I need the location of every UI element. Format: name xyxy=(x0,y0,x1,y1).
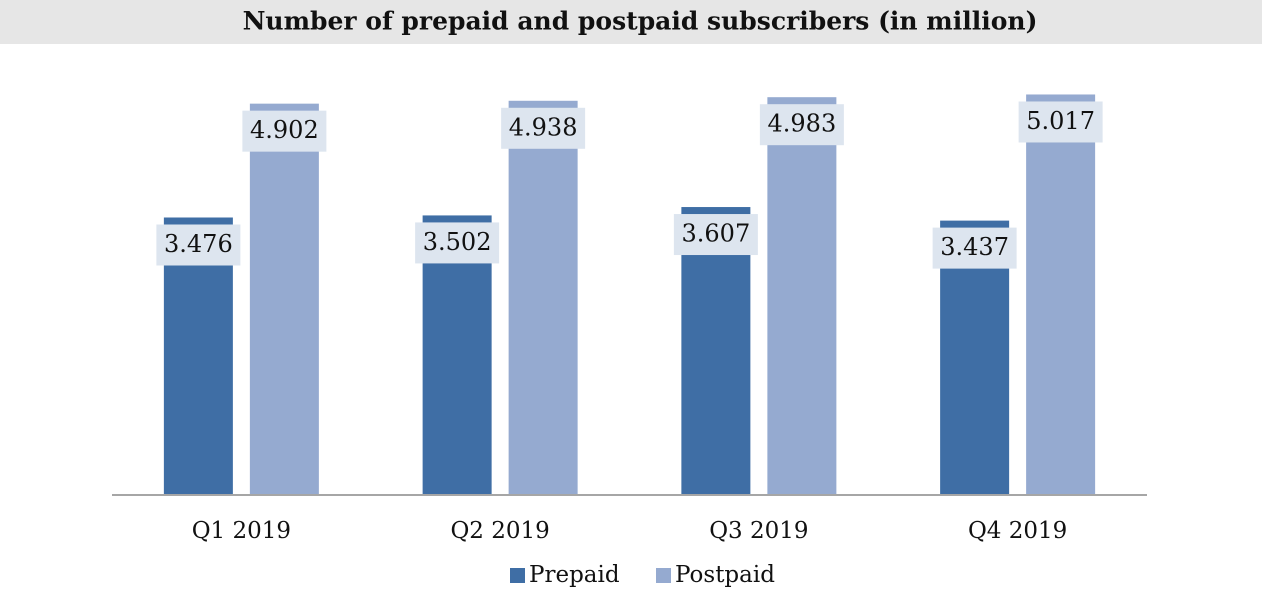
value-label: 3.437 xyxy=(940,233,1009,261)
value-label-box xyxy=(673,214,758,256)
value-label-box xyxy=(242,110,327,152)
bar xyxy=(508,100,578,496)
value-label: 5.017 xyxy=(1026,107,1095,135)
value-label-box xyxy=(415,222,500,264)
bar xyxy=(767,97,837,496)
value-label: 3.502 xyxy=(423,228,492,256)
value-label: 3.607 xyxy=(682,220,751,248)
x-tick-label: Q1 2019 xyxy=(192,518,291,544)
legend-label: Prepaid xyxy=(529,562,620,588)
x-tick-label: Q3 2019 xyxy=(709,518,808,544)
legend-swatch xyxy=(510,568,525,583)
value-label-box xyxy=(156,224,241,266)
value-label-box xyxy=(501,107,586,149)
bar xyxy=(1026,94,1096,495)
value-label: 3.476 xyxy=(164,230,233,258)
x-tick-label: Q2 2019 xyxy=(450,518,549,544)
x-tick-label: Q4 2019 xyxy=(968,518,1067,544)
value-label: 4.983 xyxy=(768,110,837,138)
value-label-box xyxy=(1018,101,1103,143)
value-label: 4.938 xyxy=(509,113,578,141)
value-label-box xyxy=(932,227,1017,269)
legend-label: Postpaid xyxy=(675,562,775,588)
value-label: 4.902 xyxy=(250,116,319,144)
bar xyxy=(249,103,319,496)
title-band xyxy=(0,0,1262,44)
legend-swatch xyxy=(656,568,671,583)
value-label-box xyxy=(759,104,844,146)
chart-title: Number of prepaid and postpaid subscribe… xyxy=(243,7,1038,36)
